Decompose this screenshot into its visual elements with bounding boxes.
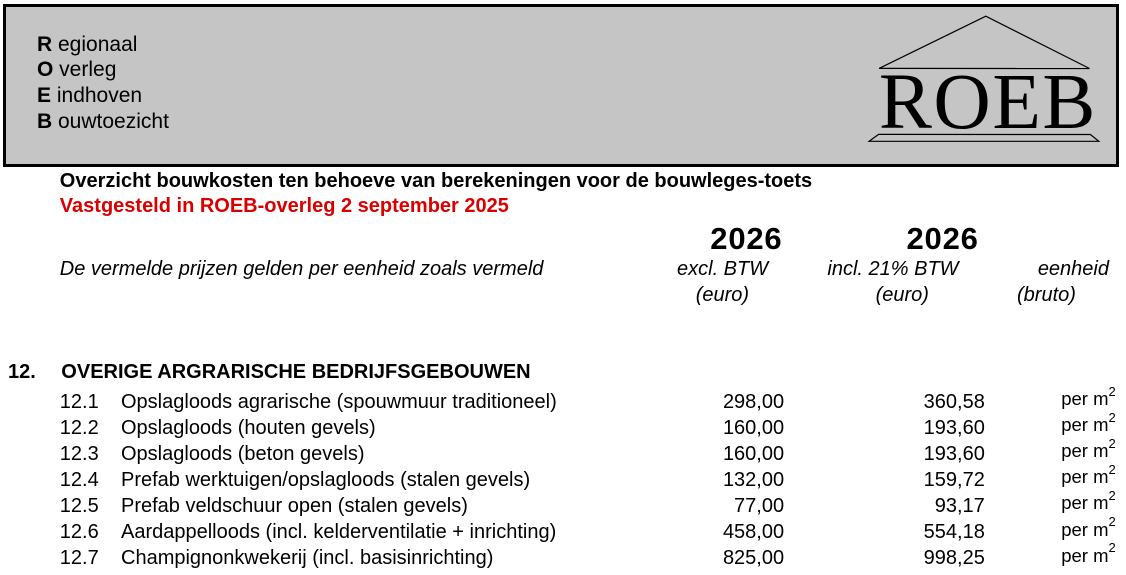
svg-text:ROEB: ROEB: [879, 58, 1097, 146]
